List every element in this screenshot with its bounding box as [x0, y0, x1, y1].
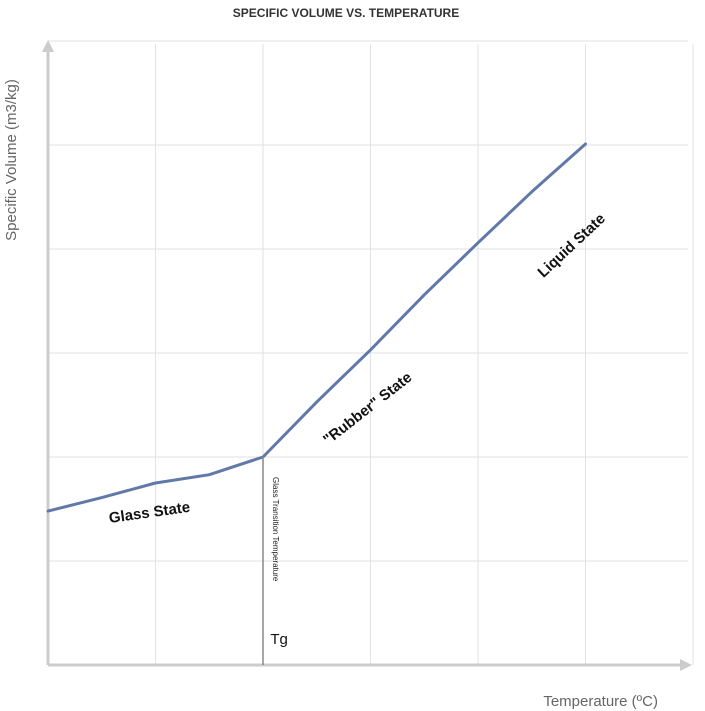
annotation-1: "Rubber" State — [320, 369, 415, 449]
glass-transition-label: Glass Transition Temperature — [271, 477, 280, 582]
annotation-3: Tg — [270, 631, 288, 648]
x-axis-label: Temperature (ºC) — [543, 693, 658, 710]
annotations: Glass State "Rubber" State Liquid State Tg — [108, 210, 609, 648]
x-axis-arrow — [680, 659, 692, 671]
y-axis-arrow — [42, 40, 54, 52]
annotation-2: Liquid State — [534, 210, 608, 281]
annotation-0: Glass State — [108, 499, 191, 527]
series-line — [46, 142, 587, 513]
axes — [42, 40, 692, 671]
y-axis-label: Specific Volume (m3/kg) — [3, 79, 20, 241]
grid — [48, 40, 694, 665]
chart-title: SPECIFIC VOLUME VS. TEMPERATURE — [233, 6, 459, 20]
